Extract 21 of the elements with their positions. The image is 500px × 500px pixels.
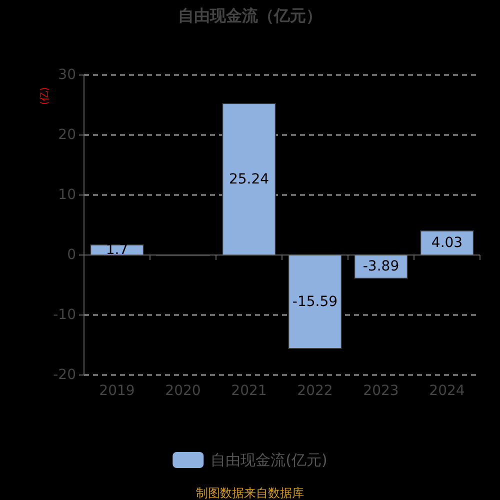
data-label: 25.24: [228, 171, 270, 188]
x-tick-label: 2024: [429, 383, 465, 399]
data-label: 1.7: [106, 242, 128, 258]
legend-label: 自由现金流(亿元): [210, 451, 328, 469]
text: 制图数据来自数据库: [196, 486, 304, 500]
data-label: -15.59: [292, 294, 338, 310]
y-tick-label: 0: [67, 247, 76, 263]
x-tick-label: 2020: [165, 383, 201, 399]
y-tick-label: 30: [58, 67, 76, 83]
y-tick-label: 20: [58, 127, 76, 143]
chart-title: 自由现金流（亿元）: [178, 6, 322, 25]
data-label: -3.89: [362, 258, 400, 275]
y-axis-title: (亿): [40, 87, 50, 105]
y-tick-label: 10: [58, 187, 76, 203]
x-tick-label: 2023: [363, 383, 399, 399]
x-tick-label: 2019: [99, 383, 135, 399]
x-tick-label: 2021: [231, 383, 267, 399]
x-tick-label: 2022: [297, 383, 333, 399]
y-tick-label: -20: [53, 367, 76, 383]
data-label: 4.03: [431, 234, 463, 251]
y-tick-label: -10: [53, 307, 76, 323]
